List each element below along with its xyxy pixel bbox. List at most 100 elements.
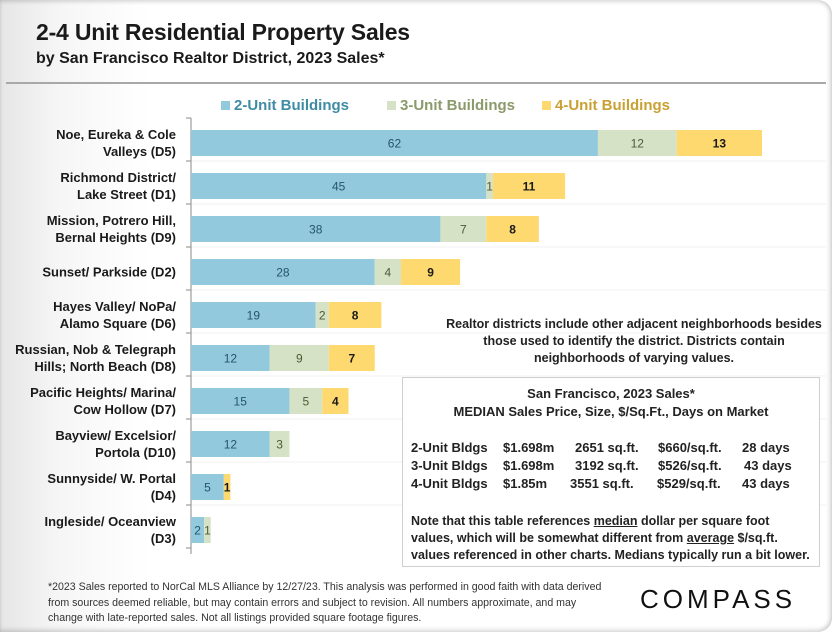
legend-label-4-unit: 4-Unit Buildings — [555, 97, 670, 114]
districts-note: Realtor districts include other adjacent… — [446, 317, 822, 365]
data-label: 4 — [332, 395, 339, 409]
data-label: 3 — [276, 438, 283, 452]
bar-segment-two-unit — [191, 173, 487, 199]
data-label: 28 — [276, 266, 290, 280]
bar-segment-two-unit — [191, 474, 224, 500]
chart-title: 2-4 Unit Residential Property Sales — [36, 19, 410, 45]
chart-subtitle: by San Francisco Realtor District, 2023 … — [36, 50, 385, 67]
legend-item-4-unit: 4-Unit Buildings — [542, 97, 670, 114]
data-label: 12 — [631, 137, 645, 151]
category-labels: Noe, Eureka & Cole Valleys (D5) Richmond D… — [15, 127, 177, 546]
median-note-emphasis: median — [593, 514, 638, 528]
legend-label-3-unit: 3-Unit Buildings — [400, 97, 515, 114]
category-label: (D4) — [151, 488, 176, 503]
stats-size: 2651 sq.ft. — [575, 440, 639, 455]
data-label: 19 — [247, 309, 261, 323]
bar-segment-two-unit — [191, 302, 316, 328]
data-label: 2 — [319, 309, 326, 323]
data-label: 15 — [234, 395, 248, 409]
median-note-text: Note that this table references — [411, 514, 594, 528]
stats-price: $1.698m — [503, 440, 555, 455]
compass-logo: COMPASS — [640, 584, 797, 614]
data-label: 62 — [388, 137, 402, 151]
data-label: 8 — [352, 309, 359, 323]
data-label: 5 — [303, 395, 310, 409]
bar-segment-four-unit — [676, 130, 762, 156]
data-label: 4 — [385, 266, 392, 280]
bar-segment-four-unit — [401, 259, 461, 285]
stats-dom: 28 days — [742, 440, 790, 455]
data-label: 9 — [296, 352, 303, 366]
average-note-emphasis: average — [686, 531, 735, 545]
stats-ppsf: $660/sq.ft. — [658, 440, 722, 455]
stats-ppsf: $529/sq.ft. — [657, 476, 721, 491]
category-label: Alamo Square (D6) — [60, 316, 176, 331]
category-label: Valleys (D5) — [103, 144, 176, 159]
stats-price: $1.698m — [503, 458, 555, 473]
bar-segment-two-unit — [191, 517, 205, 543]
category-label: Richmond District/ — [60, 170, 176, 185]
category-label: Mission, Potrero Hill, — [47, 213, 176, 228]
category-label: Ingleside/ Oceanview — [45, 514, 177, 529]
data-label: 8 — [509, 223, 516, 237]
category-label: (D3) — [151, 531, 176, 546]
category-label: Pacific Heights/ Marina/ — [30, 385, 176, 400]
legend-swatch-4-unit — [542, 101, 551, 110]
category-label: Russian, Nob & Telegraph — [15, 342, 176, 357]
data-label: 45 — [332, 180, 346, 194]
bar-segment-three-unit — [486, 173, 493, 199]
data-label: 12 — [224, 438, 238, 452]
bar-segment-three-unit — [204, 517, 211, 543]
median-note-text: dollar per square foot values, which wil… — [411, 514, 770, 545]
category-label: Lake Street (D1) — [77, 187, 176, 202]
bar-segment-four-unit — [322, 388, 349, 414]
bar-segment-three-unit — [374, 259, 402, 285]
bar-segment-two-unit — [191, 130, 598, 156]
bar-segment-three-unit — [269, 345, 329, 371]
bar-segment-four-unit — [492, 173, 566, 199]
legend-item-2-unit: 2-Unit Buildings — [221, 97, 349, 114]
bar-segment-three-unit — [289, 388, 323, 414]
bar-segment-two-unit — [191, 388, 290, 414]
category-label: Hills; North Beach (D8) — [34, 359, 176, 374]
category-label: Portola (D10) — [95, 445, 176, 460]
stats-ppsf: $526/sq.ft. — [658, 458, 722, 473]
category-label: Sunset/ Parkside (D2) — [42, 265, 176, 280]
data-label: 1 — [486, 180, 493, 194]
footnote: *2023 Sales reported to NorCal MLS Allia… — [48, 581, 602, 624]
stats-dom: 43 days — [744, 458, 792, 473]
stats-heading-line1: San Francisco, 2023 Sales* — [527, 386, 695, 401]
stats-type: 3-Unit Bldgs — [411, 458, 488, 473]
bar-segment-four-unit — [486, 216, 539, 242]
stats-size: 3192 sq.ft. — [575, 458, 639, 473]
data-label: 7 — [460, 223, 467, 237]
category-label: Bernal Heights (D9) — [55, 230, 176, 245]
bar-segment-three-unit — [269, 431, 290, 457]
data-label: 9 — [427, 266, 434, 280]
stats-heading: San Francisco, 2023 Sales* MEDIAN Sales … — [403, 385, 819, 421]
legend-swatch-2-unit — [221, 101, 230, 110]
data-label: 13 — [713, 137, 727, 151]
category-label: Hayes Valley/ NoPa/ — [53, 299, 176, 314]
legend-item-3-unit: 3-Unit Buildings — [387, 97, 515, 114]
bar-segment-three-unit — [315, 302, 329, 328]
category-label: Cow Hollow (D7) — [73, 402, 176, 417]
stats-type: 2-Unit Bldgs — [411, 440, 488, 455]
data-label: 7 — [348, 352, 355, 366]
stats-price: $1.85m — [503, 476, 548, 491]
data-label: 12 — [224, 352, 238, 366]
stats-type: 4-Unit Bldgs — [411, 476, 488, 491]
title-divider — [6, 82, 826, 84]
bar-segment-four-unit — [328, 302, 382, 328]
chart-legend: 2-Unit Buildings 3-Unit Buildings 4-Unit… — [0, 97, 832, 117]
data-label: 2 — [194, 524, 201, 538]
bar-segment-four-unit — [328, 345, 375, 371]
median-stats-table: San Francisco, 2023 Sales* MEDIAN Sales … — [402, 377, 820, 567]
bar-segment-two-unit — [191, 216, 441, 242]
bar-segment-two-unit — [191, 259, 375, 285]
category-label: Sunnyside/ W. Portal — [47, 471, 176, 486]
stats-heading-line2: MEDIAN Sales Price, Size, $/Sq.Ft., Days… — [453, 404, 769, 419]
category-label: Noe, Eureka & Cole — [56, 127, 176, 142]
